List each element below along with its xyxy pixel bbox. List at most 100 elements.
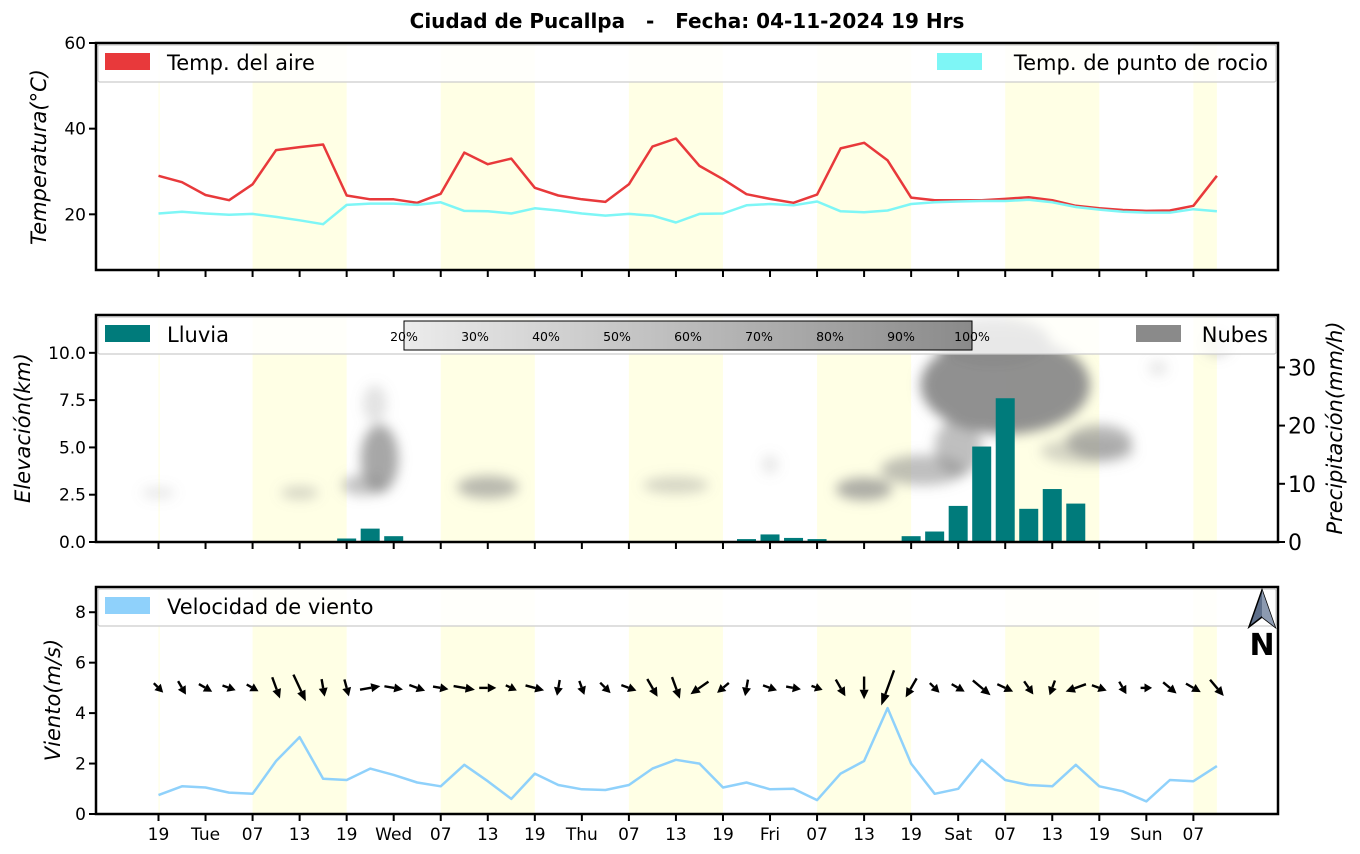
y-tick-label: 30 [1288,356,1316,381]
day-shade-0 [158,315,160,542]
y-tick-label: 4 [75,704,86,724]
temperature-x-ticks [157,270,1195,277]
wind-x-ticks [157,814,1195,821]
cloud-scale-label: 50% [603,329,631,344]
legend-label-wind: Velocidad de viento [167,595,373,619]
x-tick-label: 07 [618,825,640,845]
rain-bar [1042,489,1062,542]
wind-arrow [881,669,896,706]
wind-panel: 0 2 4 6 8 19 Tue 07 13 19 Wed 07 13 19 Thu 07 13 19 Fri 07… [41,585,1280,845]
cloud-blob-4 [363,384,387,423]
wind-arrow [1065,683,1087,693]
x-tick-label: 13 [853,825,875,845]
cloud-blob-15 [1148,360,1168,376]
temperature-y-ticks: 20 40 60 [64,34,96,225]
y-tick-label: 0 [1288,531,1302,556]
wind-arrow [1209,678,1224,697]
x-tick-label: 07 [994,825,1016,845]
precipitation-axes-frame [94,313,1280,544]
x-tick-label: Wed [375,825,412,845]
wind-arrow [811,683,823,692]
wind-arrow [1185,682,1201,693]
y-tick-label: 0.0 [59,533,86,553]
wind-axes-frame [94,585,1280,816]
x-tick-label: 13 [477,825,499,845]
cloud-scale-label: 30% [461,329,489,344]
temperature-legend: Temp. del aire Temp. de punto de rocio [97,44,1277,83]
north-label: N [1249,628,1274,663]
cloud-scale-label: 90% [887,329,915,344]
x-tick-label: 07 [242,825,264,845]
series-line-1 [158,198,1218,226]
temperature-axes-frame [94,41,1280,272]
chart-title: Ciudad de Pucallpa - Fecha: 04-11-2024 1… [410,9,965,33]
rain-bar [995,398,1015,542]
cloud-blob-3 [360,424,399,493]
day-shade-6 [1193,43,1217,270]
legend-swatch-air-temp [105,53,150,70]
wind-arrow [929,682,940,693]
rain-bar [360,528,380,542]
wind-arrow [646,678,658,697]
elevation-ylabel: Elevación(km) [11,353,35,503]
cloud-scale-label: 60% [674,329,702,344]
wind-arrow [342,679,352,697]
x-tick-label: 19 [712,825,734,845]
y-tick-label: 10 [1288,473,1316,498]
wind-arrow [690,680,710,695]
series-line-0 [158,706,1218,803]
y-tick-label: 20 [64,205,86,225]
wind-arrow [318,678,328,697]
cloud-cover [142,316,1232,501]
cloud-blob-1 [280,486,319,500]
rain-bar [760,534,780,542]
y-tick-label: 6 [75,654,86,674]
cloud-scale-label: 20% [390,329,418,344]
x-tick-label: Thu [565,825,598,845]
rain-bar [925,531,945,542]
x-tick-label: Sat [944,825,972,845]
wind-arrow [152,682,164,693]
rain-bar [337,538,357,542]
wind-ylabel: Viento(m/s) [41,639,65,761]
cloud-blob-0 [142,487,175,499]
wind-arrow [505,683,517,692]
y-tick-label: 20 [1288,415,1316,440]
wind-arrow [599,681,611,694]
precipitation-ylabel: Precipitación(mm/h) [1323,321,1347,534]
wind-arrow [553,679,563,696]
cloud-blob-5 [457,475,519,499]
day-shade-6 [1193,587,1217,814]
cloud-scale-bar: 20% 30% 40% 50% 60% 70% 80% 90% 100% [390,320,990,351]
cloud-blob-14 [1040,437,1135,465]
wind-arrow [742,679,751,697]
y-tick-label: 2 [75,755,86,775]
rain-bar [972,446,992,542]
legend-label-clouds: Nubes [1202,323,1268,347]
wind-legend: Velocidad de viento [97,588,1277,627]
x-tick-label: 19 [1088,825,1110,845]
cloud-blob-6 [643,476,709,494]
wind-arrow [453,683,475,693]
wind-arrow [762,683,778,692]
wind-arrow [834,678,846,697]
legend-swatch-dew-point [937,53,982,70]
cloud-scale-label: 40% [532,329,560,344]
x-tick-label: 13 [665,825,687,845]
legend-label-rain: Lluvia [167,323,229,347]
series-line-0 [158,137,1218,213]
wind-arrow [972,679,991,696]
wind-arrow [620,683,637,692]
wind-arrow [577,680,586,695]
x-tick-label: 19 [336,825,358,845]
wind-arrow [785,683,801,693]
wind-arrow [246,683,259,692]
wind-arrow [408,683,426,693]
cloud-scale-label: 80% [816,329,844,344]
wind-arrow [951,683,965,692]
x-tick-label: 07 [430,825,452,845]
legend-swatch-wind [105,597,150,614]
wind-y-ticks: 0 2 4 6 8 [75,603,96,825]
wind-arrow [1118,681,1127,695]
